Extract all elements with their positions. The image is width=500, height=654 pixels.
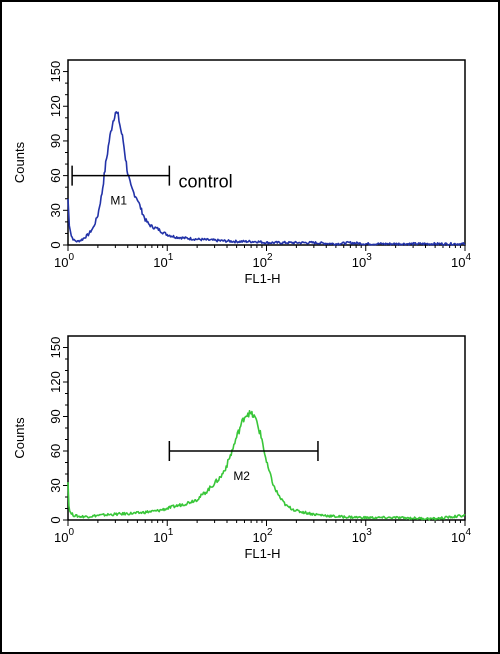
y-tick-label: 120 <box>48 371 63 393</box>
plot-area <box>67 335 466 521</box>
x-tick-exponent: 0 <box>68 527 74 538</box>
x-tick-label: 103 <box>352 527 372 545</box>
x-tick-label: 102 <box>252 252 272 270</box>
x-axis-title: FL1-H <box>244 546 280 561</box>
x-tick-label: 101 <box>153 527 173 545</box>
plot-area <box>67 59 466 246</box>
y-axis-title: Counts <box>12 417 27 459</box>
x-axis-title: FL1-H <box>244 271 280 286</box>
gate-label: M2 <box>233 469 250 483</box>
y-tick-label: 150 <box>48 61 63 83</box>
histogram-series <box>67 410 466 521</box>
x-tick-label: 100 <box>54 252 74 270</box>
x-tick-base: 10 <box>451 530 465 545</box>
x-tick-label: 102 <box>252 527 272 545</box>
x-tick-exponent: 3 <box>366 252 372 263</box>
y-tick-label: 90 <box>48 134 63 148</box>
x-tick-label: 100 <box>54 527 74 545</box>
x-tick-base: 10 <box>352 530 366 545</box>
x-tick-exponent: 1 <box>168 252 174 263</box>
x-tick-base: 10 <box>54 530 68 545</box>
x-tick-label: 104 <box>451 252 471 270</box>
chart-annotation: control <box>179 171 233 191</box>
y-tick-label: 120 <box>48 95 63 117</box>
x-tick-exponent: 0 <box>68 252 74 263</box>
y-tick-label: 150 <box>48 337 63 359</box>
x-tick-base: 10 <box>252 530 266 545</box>
x-tick-exponent: 2 <box>267 527 273 538</box>
y-tick-label: 30 <box>48 478 63 492</box>
x-tick-base: 10 <box>153 255 167 270</box>
x-tick-base: 10 <box>451 255 465 270</box>
x-tick-base: 10 <box>352 255 366 270</box>
x-tick-label: 104 <box>451 527 471 545</box>
x-tick-base: 10 <box>54 255 68 270</box>
y-tick-label: 0 <box>48 241 63 248</box>
y-tick-label: 60 <box>48 444 63 458</box>
x-tick-exponent: 2 <box>267 252 273 263</box>
histogram-series <box>67 111 466 246</box>
y-tick-label: 90 <box>48 409 63 423</box>
x-tick-exponent: 4 <box>465 252 471 263</box>
x-tick-exponent: 3 <box>366 527 372 538</box>
y-tick-label: 0 <box>48 516 63 523</box>
x-tick-exponent: 1 <box>168 527 174 538</box>
gate-label: M1 <box>110 194 127 208</box>
x-tick-base: 10 <box>252 255 266 270</box>
y-axis-title: Counts <box>12 141 27 183</box>
x-tick-label: 101 <box>153 252 173 270</box>
x-tick-exponent: 4 <box>465 527 471 538</box>
y-tick-label: 60 <box>48 168 63 182</box>
y-tick-label: 30 <box>48 203 63 217</box>
x-tick-base: 10 <box>153 530 167 545</box>
x-tick-label: 103 <box>352 252 372 270</box>
